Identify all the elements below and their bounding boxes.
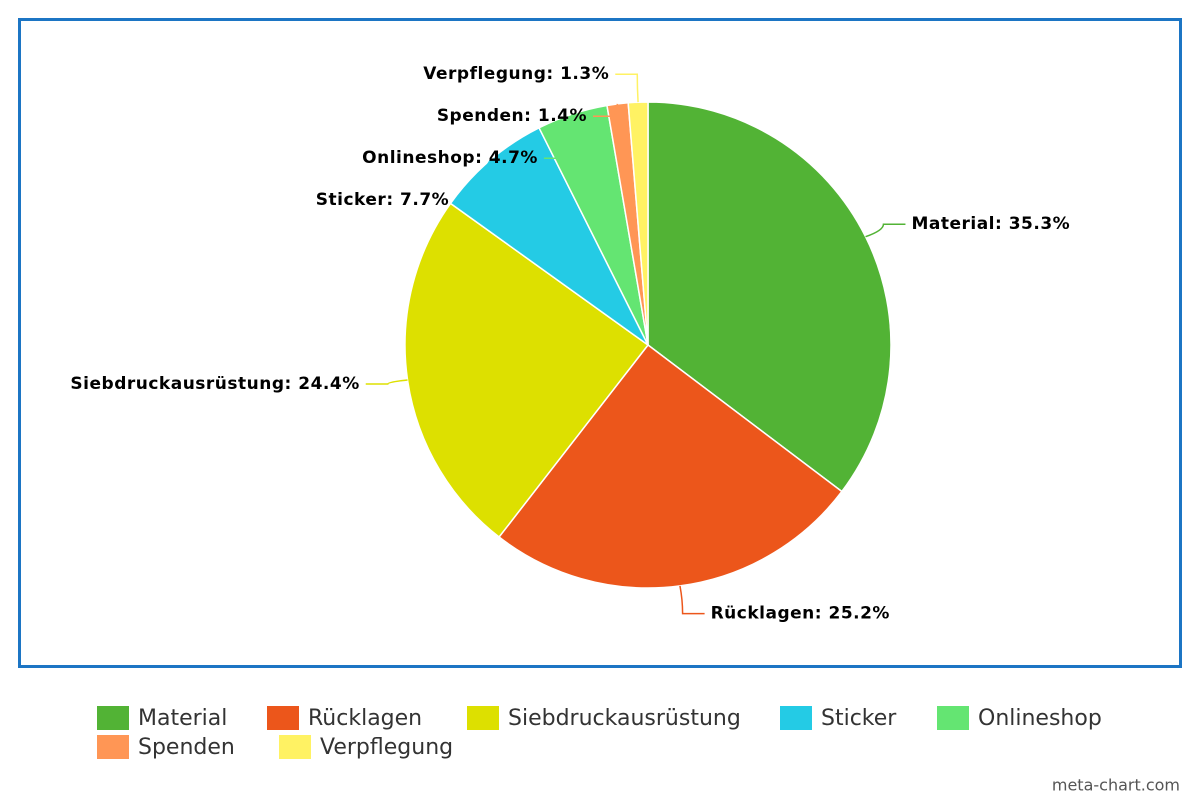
- legend-label: Material: [138, 706, 227, 731]
- leader-line: [455, 159, 491, 201]
- leader-line: [365, 379, 408, 385]
- data-label: Rücklagen: 25.2%: [711, 604, 890, 624]
- legend-swatch: [467, 706, 499, 730]
- legend: Material Rücklagen Siebdruckausrüstung Stic…: [97, 706, 1102, 760]
- watermark: meta-chart.com: [1052, 776, 1180, 795]
- data-label: Verpflegung: 1.3%: [423, 64, 609, 84]
- leader-line: [865, 223, 906, 238]
- data-label: Material: 35.3%: [911, 214, 1070, 234]
- legend-label: Siebdruckausrüstung: [508, 706, 741, 731]
- data-label: Sticker: 7.7%: [316, 190, 449, 210]
- leader-line: [679, 585, 705, 615]
- leader-line: [593, 103, 619, 117]
- legend-label: Sticker: [821, 706, 897, 731]
- legend-label: Verpflegung: [320, 735, 453, 760]
- legend-label: Spenden: [138, 735, 235, 760]
- data-labels: Material: 35.3% Rücklagen: 25.2% Siebdruck…: [70, 64, 1070, 624]
- legend-swatch: [937, 706, 969, 730]
- legend-label: Rücklagen: [308, 706, 422, 731]
- pie-slice: [404, 202, 650, 539]
- legend-swatch: [97, 735, 129, 759]
- data-label: Siebdruckausrüstung: 24.4%: [70, 374, 359, 394]
- legend-swatch: [267, 706, 299, 730]
- legend-swatch: [97, 706, 129, 730]
- leader-line: [543, 113, 573, 159]
- data-label: Spenden: 1.4%: [437, 106, 587, 126]
- legend-label: Onlineshop: [978, 706, 1102, 731]
- pie: [404, 101, 892, 589]
- data-label: Onlineshop: 4.7%: [362, 148, 538, 168]
- legend-swatch: [780, 706, 812, 730]
- leader-line: [615, 73, 639, 103]
- legend-swatch: [279, 735, 311, 759]
